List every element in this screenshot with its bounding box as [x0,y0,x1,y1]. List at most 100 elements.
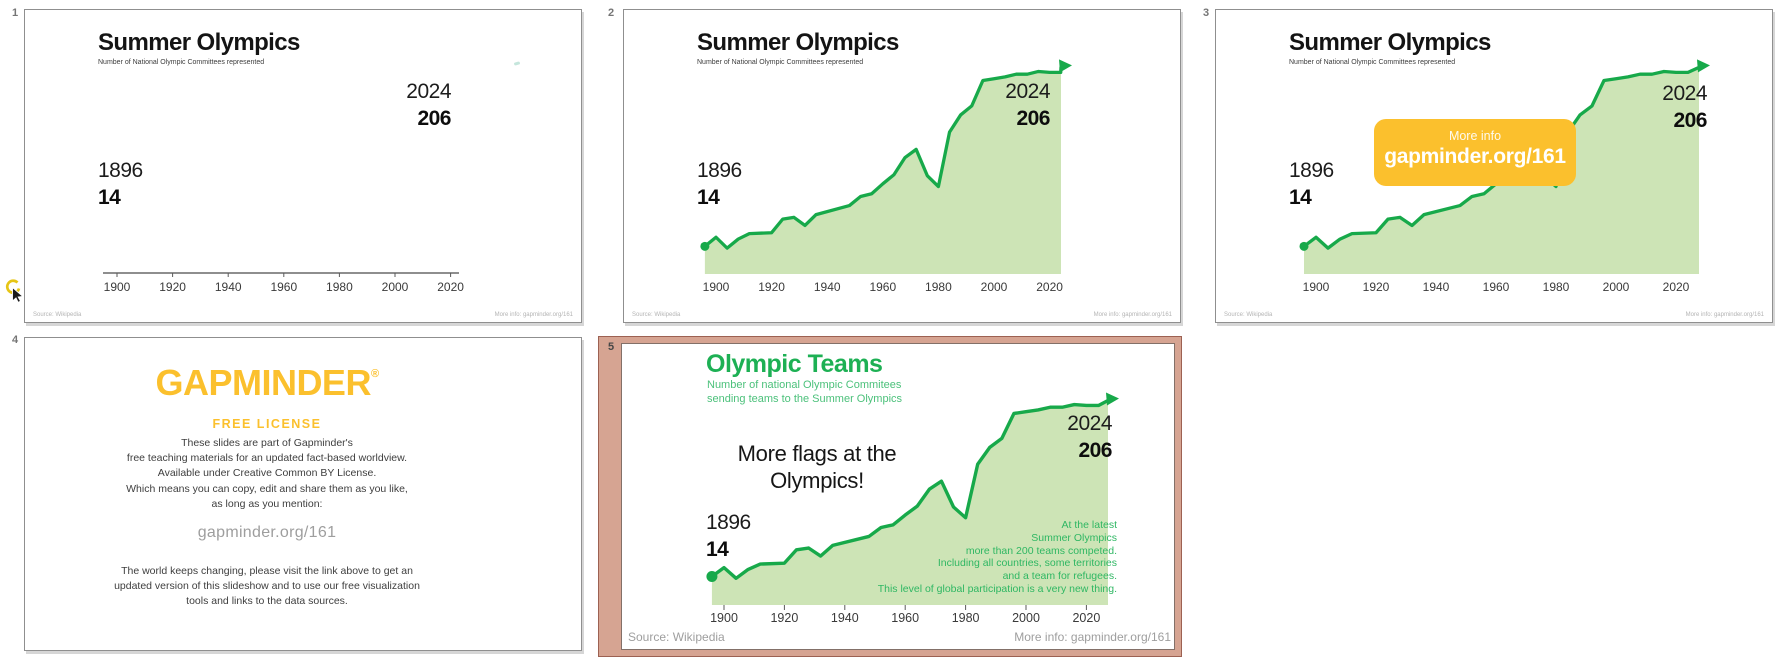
svg-text:1940: 1940 [831,611,859,625]
slide-header: Summer Olympics Number of National Olymp… [697,30,899,66]
license-line: as long as you mention: [211,497,323,510]
end-value-label: 206 [1078,439,1112,462]
more-info-badge: More info gapminder.org/161 [1374,119,1576,186]
pointer-arrow-icon [12,286,24,304]
svg-text:1920: 1920 [159,280,186,294]
badge-title: More info [1448,129,1502,143]
svg-text:1940: 1940 [1423,280,1450,294]
svg-text:2020: 2020 [1036,280,1063,294]
svg-text:1920: 1920 [770,611,798,625]
source-text: Source: Wikipedia [628,630,725,644]
gapminder-logo: GAPMINDER® [37,362,497,404]
end-value-label: 206 [417,107,451,130]
slide-number-3: 3 [1203,7,1210,19]
slide-2-thumbnail[interactable]: 1900 1920 1940 1960 1980 2000 2020 Summer Olym… [623,9,1181,323]
svg-text:2000: 2000 [1012,611,1040,625]
slide-number-4: 4 [12,334,19,346]
start-data-label: 1896 14 [1289,160,1334,208]
end-data-label: 2024 206 [1067,413,1112,461]
annotation-line: Summer Olympics [1031,531,1117,544]
annotation-line: Including all countries, some territorie… [937,557,1117,570]
slide-1-thumbnail[interactable]: 1900 1920 1940 1960 1980 2000 2020 Summer Olym… [24,9,582,323]
x-axis-chart: 1900 1920 1940 1960 1980 2000 2020 [103,272,464,294]
start-year-label: 1896 [98,159,143,182]
slide-header: Summer Olympics Number of National Olymp… [1289,30,1491,66]
slide-title: Summer Olympics [697,29,899,56]
registered-mark: ® [370,368,379,380]
end-year-label: 2024 [406,80,451,103]
headline: More flags at the Olympics! [677,441,957,494]
svg-text:1900: 1900 [1303,280,1330,294]
subtitle-line: sending teams to the Summer Olympics [707,392,903,405]
license-line: Available under Creative Common BY Licen… [157,467,377,480]
slide-number-5: 5 [608,341,615,353]
license-line: These slides are part of Gapminder's [181,437,353,449]
logo-text: GAPMINDER [155,362,371,403]
slide-title: Summer Olympics [98,29,300,56]
slide-5-thumbnail[interactable]: 1900 1920 1940 1960 1980 2000 2020 Olympic Tea… [621,343,1175,650]
svg-text:2000: 2000 [382,280,409,294]
start-value-label: 14 [1289,186,1312,209]
start-data-label: 1896 14 [697,160,742,208]
subtitle-line: Number of national Olympic Commitees [707,379,902,391]
free-license-heading: FREE LICENSE [212,417,322,431]
annotation-line: more than 200 teams competed. [965,544,1117,557]
source-text: Source: Wikipedia [632,312,681,318]
headline-line: More flags at the [737,441,897,466]
slide-number-2: 2 [608,7,615,19]
end-data-label: 2024 206 [1662,83,1707,131]
source-text: Source: Wikipedia [33,312,82,318]
slide-subtitle: Number of National Olympic Committees re… [98,59,265,67]
license-paragraph: These slides are part of Gapminder's fre… [37,436,497,512]
slide-subtitle: Number of national Olympic Commitees sen… [707,379,902,406]
start-year-label: 1896 [697,159,742,182]
more-info-text: More info: gapminder.org/161 [494,312,573,318]
slide-4-thumbnail[interactable]: GAPMINDER® FREE LICENSE These slides are… [24,337,582,651]
svg-text:1920: 1920 [758,280,785,294]
svg-text:1960: 1960 [1483,280,1510,294]
more-info-text: More info: gapminder.org/161 [1014,630,1171,644]
svg-text:1940: 1940 [814,280,841,294]
slide-3-thumbnail[interactable]: 1900 1920 1940 1960 1980 2000 2020 Summer Olym… [1215,9,1773,323]
slide-header: Summer Olympics Number of National Olymp… [98,30,300,66]
end-year-label: 2024 [1662,82,1707,105]
annotation-line: This level of global participation is a … [877,582,1117,595]
start-value-label: 14 [706,538,729,561]
svg-text:2020: 2020 [437,280,464,294]
start-year-label: 1896 [706,511,751,534]
start-value-label: 14 [697,186,720,209]
end-data-label: 2024 206 [1005,81,1050,129]
source-text: Source: Wikipedia [1224,312,1273,318]
svg-text:1900: 1900 [710,611,738,625]
svg-text:1980: 1980 [1543,280,1570,294]
svg-text:1980: 1980 [925,280,952,294]
annotation-block: At the latest Summer Olympics more than … [878,519,1117,596]
more-info-text: More info: gapminder.org/161 [1685,312,1764,318]
slide-title: Summer Olympics [1289,29,1491,56]
slide-number-1: 1 [12,7,19,19]
end-value-label: 206 [1673,109,1707,132]
svg-text:1960: 1960 [270,280,297,294]
svg-text:2020: 2020 [1072,611,1100,625]
svg-text:1900: 1900 [703,280,730,294]
annotation-line: At the latest [1061,519,1117,531]
more-info-text: More info: gapminder.org/161 [1093,312,1172,318]
start-value-label: 14 [98,186,121,209]
slide-title: Olympic Teams [706,350,883,378]
start-year-label: 1896 [1289,159,1334,182]
closing-line: The world keeps changing, please visit t… [121,565,413,577]
end-data-label: 2024 206 [406,81,451,129]
selection-frame[interactable]: 5 1900 1920 1940 1960 1980 2000 2020 Olympic T… [598,336,1182,657]
svg-text:2000: 2000 [981,280,1008,294]
svg-text:1960: 1960 [869,280,896,294]
svg-text:1900: 1900 [104,280,131,294]
area-chart: 1900 1920 1940 1960 1980 2000 2020 [700,59,1072,294]
license-line: Which means you can copy, edit and share… [126,482,408,495]
mouse-cursor-icon [5,279,24,304]
end-year-label: 2024 [1005,80,1050,103]
svg-text:2020: 2020 [1663,280,1690,294]
end-year-label: 2024 [1067,412,1112,435]
area-chart: 1900 1920 1940 1960 1980 2000 2020 [706,392,1119,625]
svg-text:2000: 2000 [1603,280,1630,294]
license-line: free teaching materials for an updated f… [126,452,408,465]
